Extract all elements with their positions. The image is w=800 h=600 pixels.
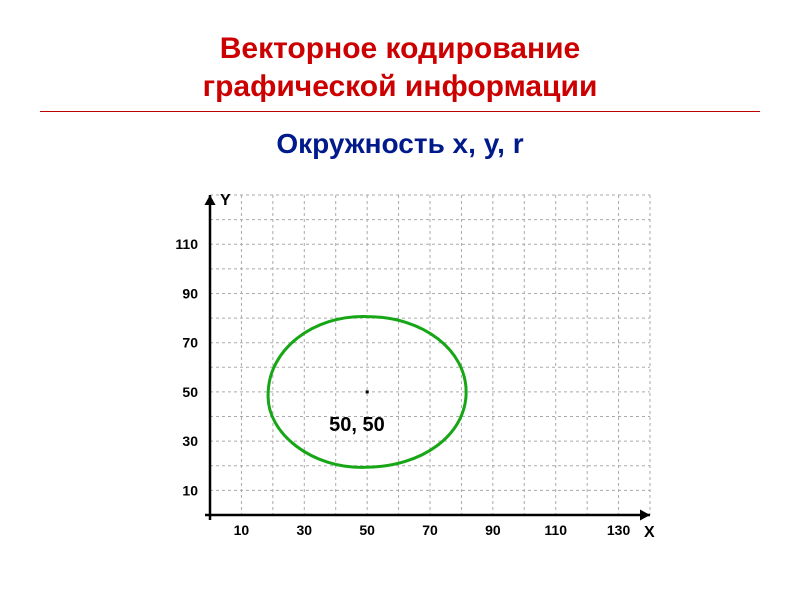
- svg-text:50: 50: [359, 522, 375, 538]
- svg-text:130: 130: [607, 522, 631, 538]
- svg-text:90: 90: [182, 285, 198, 301]
- svg-text:30: 30: [182, 433, 198, 449]
- subtitle: Окружность x, y, r: [0, 128, 800, 160]
- circle-center-label: 50, 50: [329, 414, 385, 437]
- svg-text:10: 10: [234, 522, 250, 538]
- svg-text:110: 110: [175, 236, 198, 252]
- svg-text:50: 50: [182, 384, 198, 400]
- svg-text:90: 90: [485, 522, 501, 538]
- svg-text:10: 10: [182, 482, 198, 498]
- svg-text:70: 70: [422, 522, 438, 538]
- title-line-1: Векторное кодирование: [0, 30, 800, 68]
- title-underline: [40, 111, 760, 112]
- svg-text:110: 110: [544, 522, 567, 538]
- svg-text:70: 70: [182, 335, 198, 351]
- svg-text:Y: Y: [220, 192, 231, 209]
- chart-container: X Y 10 30 50 70 90 110 130 10 30 50 70 90 110 50, 50: [130, 175, 670, 555]
- page-title-block: Векторное кодирование графической информ…: [0, 0, 800, 112]
- svg-text:30: 30: [296, 522, 312, 538]
- coordinate-grid-chart: X Y 10 30 50 70 90 110 130 10 30 50 70 90 110: [130, 175, 670, 555]
- title-line-2: графической информации: [0, 68, 800, 106]
- svg-text:X: X: [644, 524, 655, 541]
